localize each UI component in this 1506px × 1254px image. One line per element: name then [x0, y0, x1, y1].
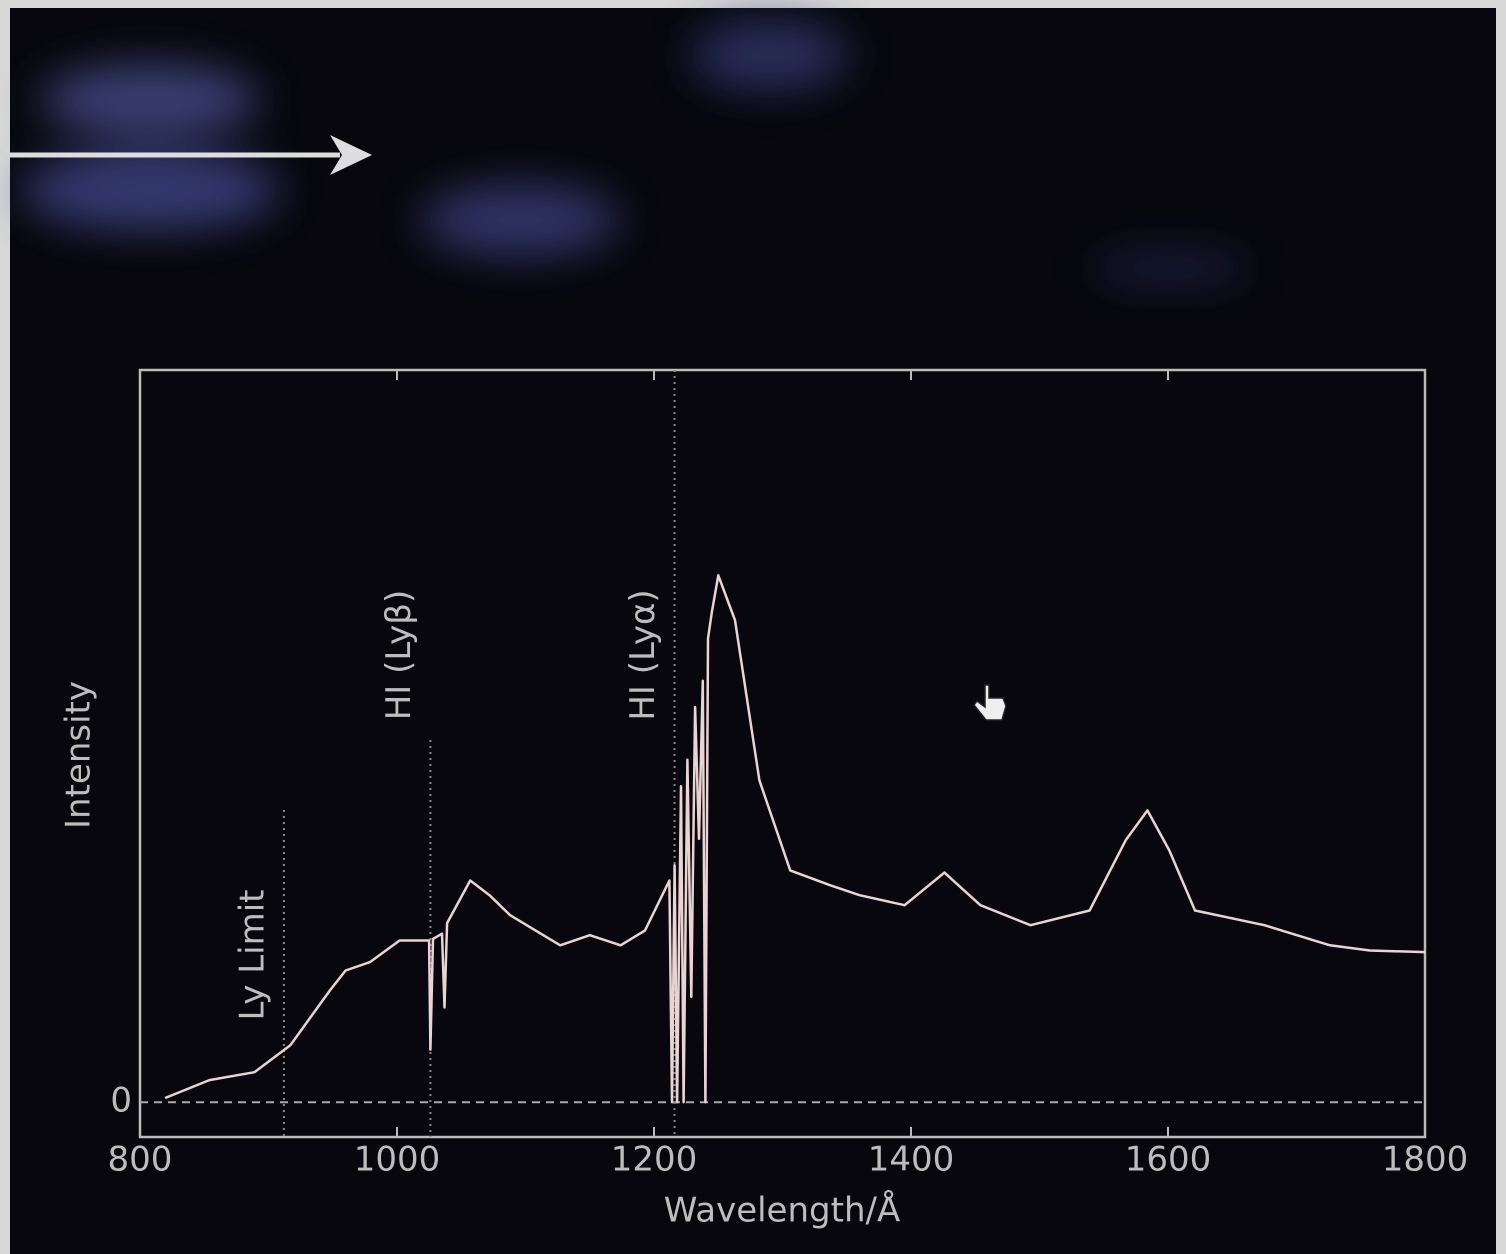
- x-tick-label: 1000: [354, 1140, 441, 1180]
- x-tick-label: 800: [108, 1140, 173, 1180]
- plot-frame: [138, 368, 1427, 1139]
- x-tick-label: 1600: [1125, 1140, 1212, 1180]
- spectrum-line: [164, 574, 1426, 1104]
- annotation-label: HI (Lyα): [623, 589, 663, 720]
- x-tick-label: 1400: [868, 1140, 955, 1180]
- x-tick-label: 1200: [611, 1140, 698, 1180]
- y-tick-label: 0: [110, 1081, 132, 1121]
- cursor: [973, 684, 1007, 721]
- annotation-label: HI (Lyβ): [379, 590, 419, 721]
- x-tick-label: 1800: [1382, 1140, 1469, 1180]
- y-axis-label: Intensity: [59, 681, 99, 829]
- galaxy-image: [20, 20, 1250, 280]
- x-axis-label: Wavelength/Å: [664, 1190, 900, 1231]
- arrow: [10, 135, 372, 175]
- annotation-label: Ly Limit: [232, 889, 272, 1020]
- slide-background: [10, 8, 1496, 1254]
